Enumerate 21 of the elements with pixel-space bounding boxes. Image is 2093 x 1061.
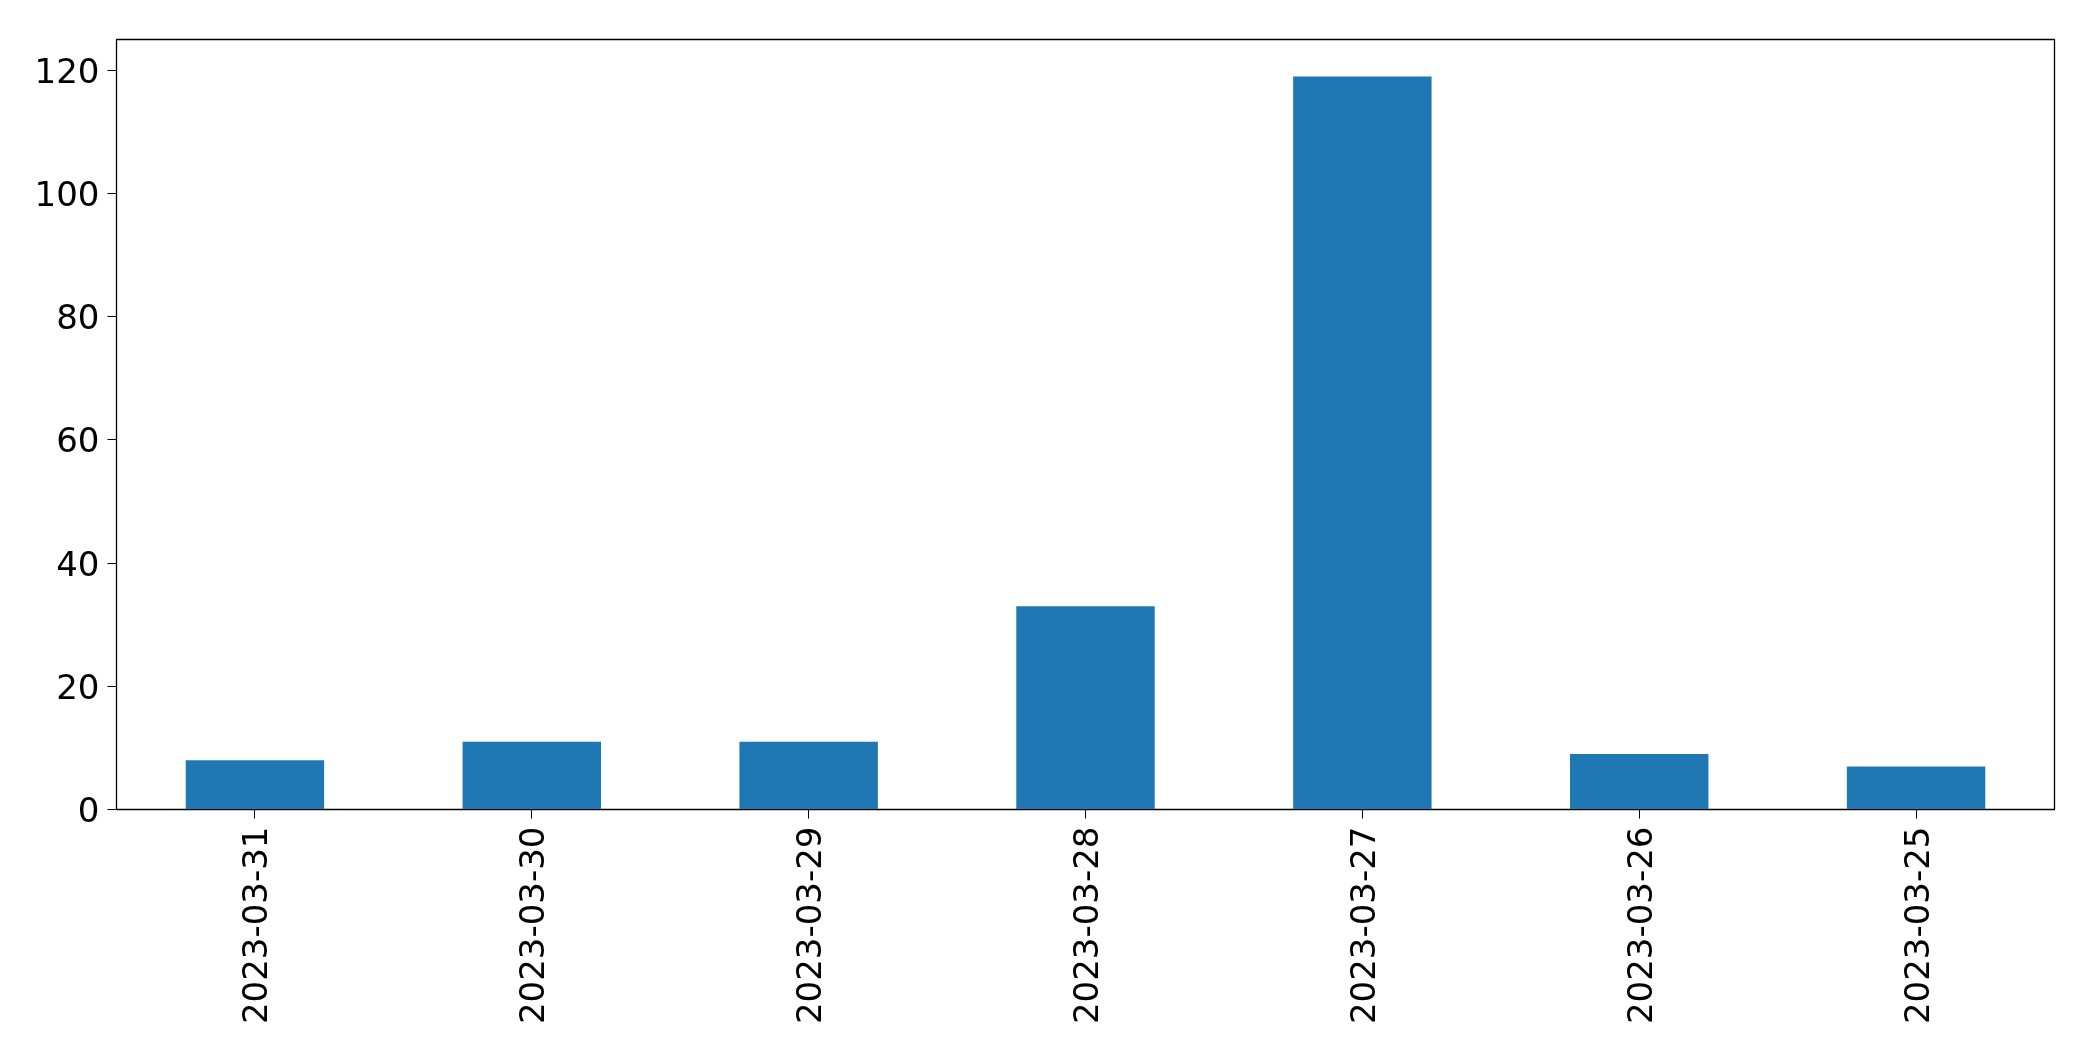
x-tick-label: 2023-03-31 [235,826,276,1025]
bar [1293,76,1432,810]
x-tick-label: 2023-03-29 [789,826,830,1025]
x-tick-label: 2023-03-28 [1066,826,1106,1025]
x-tick-label: 2023-03-25 [1896,826,1937,1025]
bar [1570,754,1709,810]
bar [185,760,325,810]
y-tick-label: 80 [56,297,100,338]
y-tick-label: 20 [56,666,100,707]
y-tick-label: 100 [34,174,100,214]
x-tick-label: 2023-03-30 [512,826,553,1025]
y-tick-label: 120 [34,50,100,91]
bar [462,741,601,810]
y-tick-label: 0 [77,790,100,830]
y-tick-label: 60 [56,420,100,461]
bar [1016,606,1155,810]
x-tick-label: 2023-03-26 [1619,826,1660,1025]
bar [739,741,878,810]
y-tick-label: 40 [56,543,100,584]
x-tick-label: 2023-03-27 [1342,826,1383,1025]
bar [1846,766,1986,810]
